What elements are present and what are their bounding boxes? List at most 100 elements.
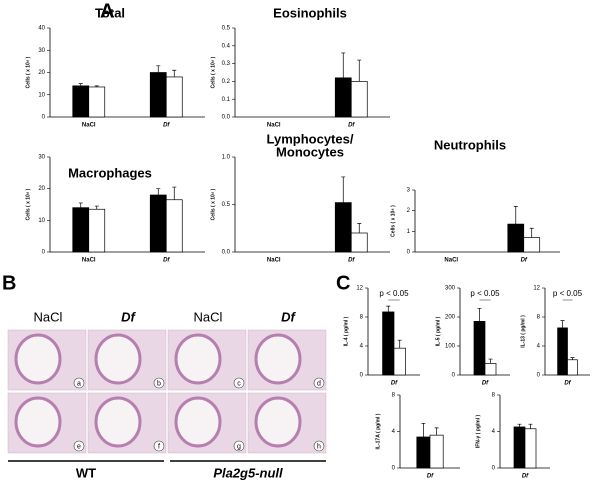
x-tick-label: Df [163, 123, 170, 129]
y-tick-label: 0 [452, 373, 456, 379]
y-axis-label: IL-13 ( pg/ml ) [520, 315, 526, 348]
y-tick-label: 10 [38, 218, 45, 224]
y-axis-label: Cells ( x 10⁴ ) [390, 205, 396, 237]
y-tick-label: 0 [537, 373, 541, 379]
panel-label: B [2, 272, 16, 294]
column-label: Df [281, 309, 296, 324]
bar [382, 311, 395, 376]
y-axis-label: IFN-γ ( pg/ml ) [475, 415, 481, 449]
y-axis-label: IL-5 ( pg/ml ) [435, 316, 441, 346]
panel-label: C [336, 272, 350, 294]
y-tick-label: 0.0 [222, 250, 231, 256]
y-tick-label: 0.5 [222, 202, 231, 208]
x-tick-label: NaCl [444, 258, 458, 264]
airway [174, 333, 222, 385]
letter: a [77, 380, 81, 387]
y-tick-label: 100 [445, 344, 456, 350]
letter-badge [313, 377, 325, 389]
error-bar [78, 202, 83, 208]
y-tick-label: 0 [392, 466, 396, 472]
airway [14, 333, 62, 385]
airway [254, 333, 302, 385]
bar [523, 237, 541, 253]
letter: h [317, 443, 321, 450]
bar [416, 436, 431, 469]
y-axis-label: Cells ( x 10⁴ ) [25, 188, 31, 220]
bar [72, 207, 90, 253]
x-tick-label: Df [163, 258, 170, 264]
y-tick-label: 0.0 [222, 115, 231, 121]
y-tick-label: 0 [360, 373, 364, 379]
letter: f [158, 443, 160, 450]
letter-badge [153, 440, 165, 452]
x-tick-label: NaCl [82, 123, 96, 129]
airway [94, 396, 142, 448]
chart-title: Macrophages [68, 165, 152, 180]
y-tick-label: 0 [492, 466, 496, 472]
chart-title: Eosinophils [273, 5, 347, 20]
bar [334, 202, 352, 253]
y-tick-label: 0 [407, 250, 411, 256]
column-label: Df [121, 309, 136, 324]
panel-label: A [100, 0, 114, 22]
bar [149, 72, 167, 118]
y-tick-label: 12 [356, 286, 363, 292]
y-tick-label: 0.5 [222, 26, 231, 32]
letter-badge [153, 377, 165, 389]
airway [14, 396, 62, 448]
error-bar [397, 339, 402, 349]
airway [174, 396, 222, 448]
letter: b [157, 380, 161, 387]
y-tick-label: 10 [38, 92, 45, 98]
letter: c [237, 380, 241, 387]
y-tick-label: 1.0 [222, 155, 231, 161]
y-axis-label: Cells ( x 10⁴ ) [210, 56, 216, 88]
annotation: p < 0.05 [379, 289, 409, 298]
x-tick-label: Df [564, 381, 571, 387]
letter-badge [233, 377, 245, 389]
bar [165, 76, 183, 118]
error-bar [477, 307, 482, 322]
error-bar [513, 206, 518, 225]
y-tick-label: 12 [533, 286, 540, 292]
y-tick-label: 200 [445, 315, 456, 321]
chart-title: Lymphocytes/ [267, 131, 354, 146]
bar [513, 426, 526, 469]
y-tick-label: 3 [407, 188, 411, 194]
bar [524, 428, 537, 469]
y-tick-label: 30 [38, 48, 45, 54]
error-bar [488, 358, 493, 364]
bar [72, 85, 90, 118]
error-bar [386, 305, 391, 312]
bar [429, 434, 444, 469]
x-tick-label: NaCl [267, 258, 281, 264]
x-tick-label: Df [348, 123, 355, 129]
letter-badge [313, 440, 325, 452]
y-axis-label: IL-17A ( pg/ml ) [375, 413, 381, 449]
airway [254, 396, 302, 448]
bar [473, 321, 486, 376]
y-axis-label: IL-4 ( pg/ml ) [343, 316, 349, 346]
error-bar [434, 427, 439, 436]
error-bar [357, 223, 362, 233]
bar [165, 199, 183, 253]
x-tick-label: Df [521, 258, 528, 264]
bar [350, 232, 368, 253]
y-tick-label: 8 [392, 393, 396, 399]
letter-badge [73, 377, 85, 389]
y-tick-label: 8 [360, 315, 364, 321]
letter-badge [73, 440, 85, 452]
y-tick-label: 0.4 [222, 43, 231, 49]
letter-badge [233, 440, 245, 452]
bar [557, 327, 568, 376]
y-tick-label: 1 [407, 229, 411, 235]
x-tick-label: Df [482, 381, 489, 387]
x-tick-label: Df [522, 474, 529, 480]
error-bar [94, 205, 99, 210]
chart-title: Monocytes [276, 144, 344, 159]
error-bar [570, 357, 575, 360]
column-label: NaCl [194, 309, 223, 324]
group-label: WT [76, 465, 96, 480]
annotation: p < 0.05 [553, 289, 583, 298]
